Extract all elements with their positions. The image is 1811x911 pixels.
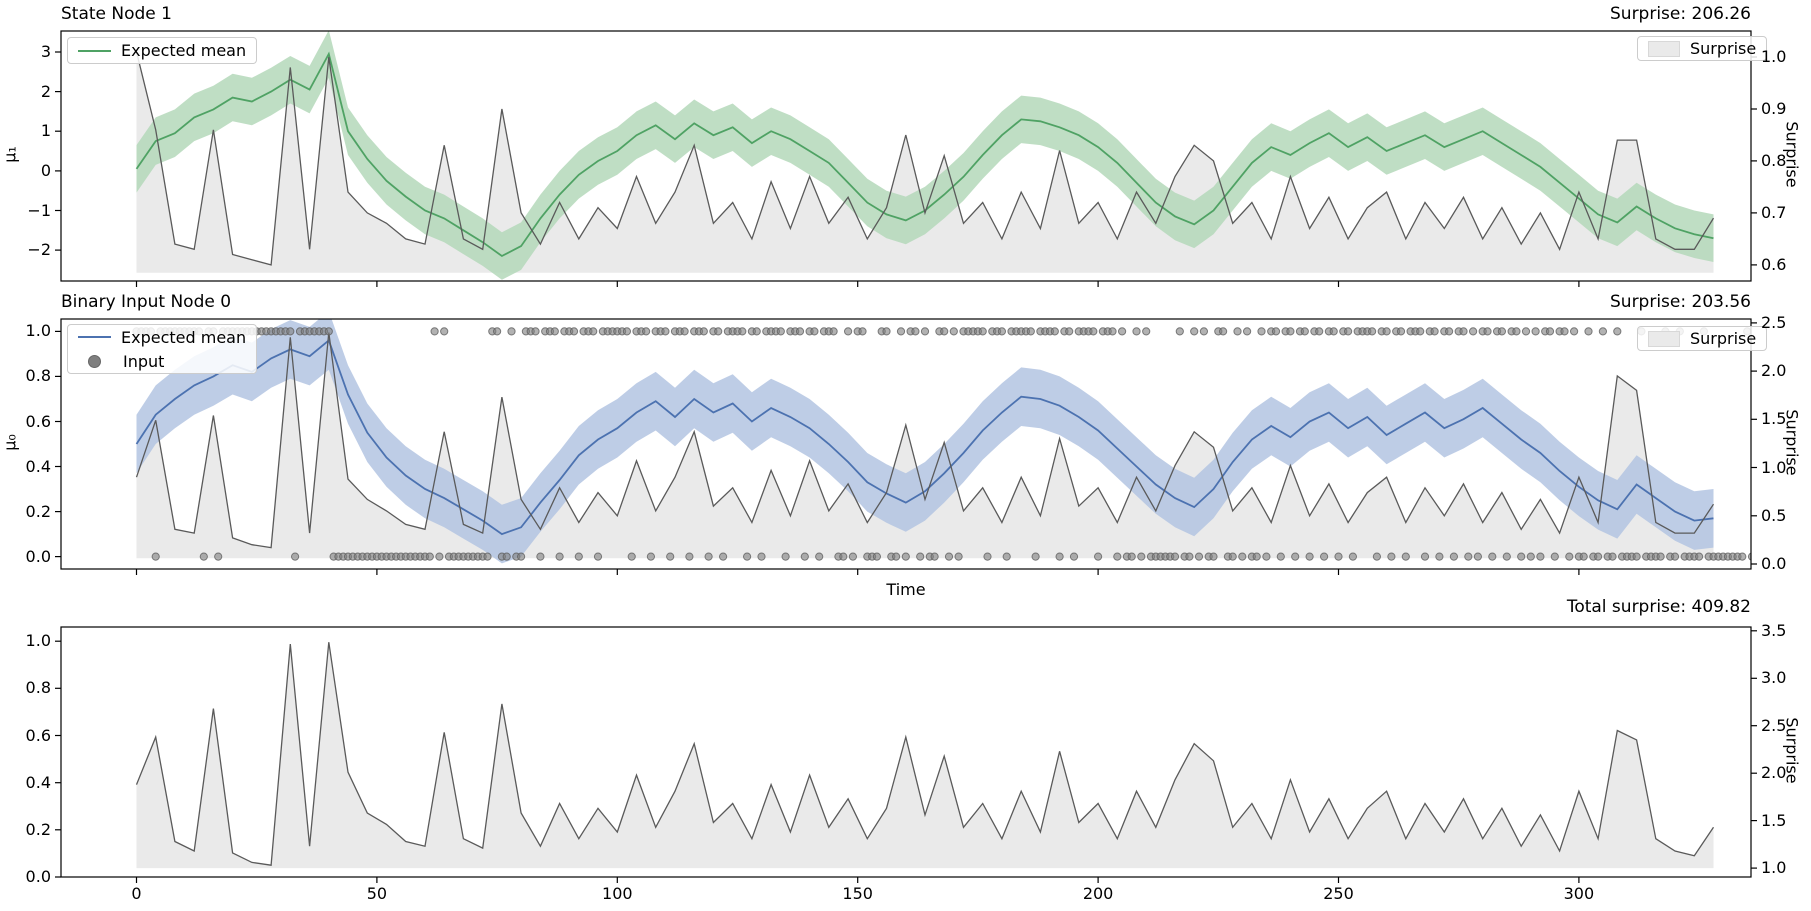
legend-item-expected-mean: Expected mean xyxy=(78,41,246,60)
legend-label: Expected mean xyxy=(121,41,247,60)
binary-input-dots xyxy=(132,327,1751,561)
tick-label: 0.9 xyxy=(1761,99,1787,118)
tick-label: 2.5 xyxy=(1761,312,1787,332)
panel1-border xyxy=(60,30,1752,282)
panel1-legend: Expected mean xyxy=(67,37,258,64)
tick-label: 2.0 xyxy=(1761,361,1787,381)
surprise-area xyxy=(136,642,1714,869)
tick-label: 1 xyxy=(40,121,51,141)
surprise-line xyxy=(135,332,1715,549)
tick-label: 1.0 xyxy=(1761,47,1787,66)
legend-label: Input xyxy=(123,351,165,371)
panel1-surprise-total: Surprise: 206.26 xyxy=(1610,4,1751,24)
panel2-border xyxy=(60,318,1752,570)
legend-label: Surprise xyxy=(1690,39,1757,58)
surprise-area xyxy=(136,332,1714,559)
tick-label: −1 xyxy=(27,200,51,220)
x-axis-label: Time xyxy=(886,580,926,599)
expected-mean-line xyxy=(135,338,1714,536)
tick-label: 3 xyxy=(40,42,51,61)
tick-label: 0.8 xyxy=(1761,150,1787,170)
tick-label: 1.0 xyxy=(25,321,51,341)
tick-label: 0 xyxy=(131,884,142,903)
panel2-surprise-legend: Surprise xyxy=(1637,326,1768,351)
tick-label: 0 xyxy=(40,160,51,180)
tick-label: 1.0 xyxy=(25,631,51,651)
legend-item-surprise: Surprise xyxy=(1648,329,1756,348)
blue-line-swatch-icon xyxy=(78,336,111,338)
tick-label: 200 xyxy=(1082,884,1114,903)
tick-label: 250 xyxy=(1323,884,1354,903)
panel3-series xyxy=(135,642,1715,869)
tick-label: 0.5 xyxy=(1761,505,1787,525)
input-dot-icon xyxy=(88,354,101,368)
panel1-title: State Node 1 xyxy=(61,4,172,24)
tick-label: 300 xyxy=(1563,884,1595,903)
tick-label: 3.5 xyxy=(1761,620,1787,640)
green-line-swatch-icon xyxy=(78,49,111,52)
tick-label: 1.5 xyxy=(1761,810,1787,830)
tick-label: 0.8 xyxy=(25,678,51,698)
panel3-surprise-total: Total surprise: 409.82 xyxy=(1566,597,1751,617)
tick-label: 0.6 xyxy=(25,411,51,431)
tick-label: 0.8 xyxy=(25,366,51,386)
legend-item-input: Input xyxy=(78,352,246,371)
tick-label: 0.2 xyxy=(25,501,51,521)
panel2-surprise-total: Surprise: 203.56 xyxy=(1610,292,1751,312)
tick-label: 3.0 xyxy=(1761,668,1787,688)
panel2-title: Binary Input Node 0 xyxy=(61,292,232,312)
uncertainty-band xyxy=(136,31,1714,280)
tick-label: 0.2 xyxy=(25,819,51,839)
legend-item-surprise: Surprise xyxy=(1648,39,1756,58)
panel1-series xyxy=(135,31,1715,280)
tick-label: −2 xyxy=(27,240,51,260)
tick-label: 1.0 xyxy=(1761,457,1787,477)
tick-label: 0.6 xyxy=(25,725,51,745)
legend-label: Expected mean xyxy=(121,327,247,347)
panel2-legend: Expected mean Input xyxy=(67,324,258,374)
surprise-patch-icon xyxy=(1648,330,1680,347)
legend-item-expected-mean: Expected mean xyxy=(78,328,246,347)
tick-label: 0.7 xyxy=(1761,202,1787,222)
tick-label: 0.0 xyxy=(1761,554,1787,573)
tick-label: 0.0 xyxy=(25,546,51,566)
tick-label: 2 xyxy=(40,81,51,101)
tick-label: 2.0 xyxy=(1761,763,1787,783)
panel1-surprise-legend: Surprise xyxy=(1637,36,1768,61)
legend-label: Surprise xyxy=(1690,329,1757,348)
tick-label: 0.4 xyxy=(25,456,51,476)
panel2-series xyxy=(132,319,1751,564)
surprise-line xyxy=(135,642,1715,866)
tick-label: 1.0 xyxy=(1761,858,1787,878)
tick-label: 0.4 xyxy=(25,772,51,792)
surprise-area xyxy=(136,51,1714,273)
surprise-line xyxy=(135,51,1715,266)
tick-label: 2.5 xyxy=(1761,715,1787,735)
tick-label: 100 xyxy=(602,884,633,903)
tick-label: 0.0 xyxy=(25,867,51,886)
surprise-patch-icon xyxy=(1648,40,1680,57)
tick-label: 0.6 xyxy=(1761,254,1787,274)
panel3-border xyxy=(60,626,1752,878)
tick-label: 150 xyxy=(842,884,873,903)
tick-label: 1.5 xyxy=(1761,409,1787,429)
uncertainty-band xyxy=(136,319,1714,564)
tick-label: 50 xyxy=(366,884,388,903)
